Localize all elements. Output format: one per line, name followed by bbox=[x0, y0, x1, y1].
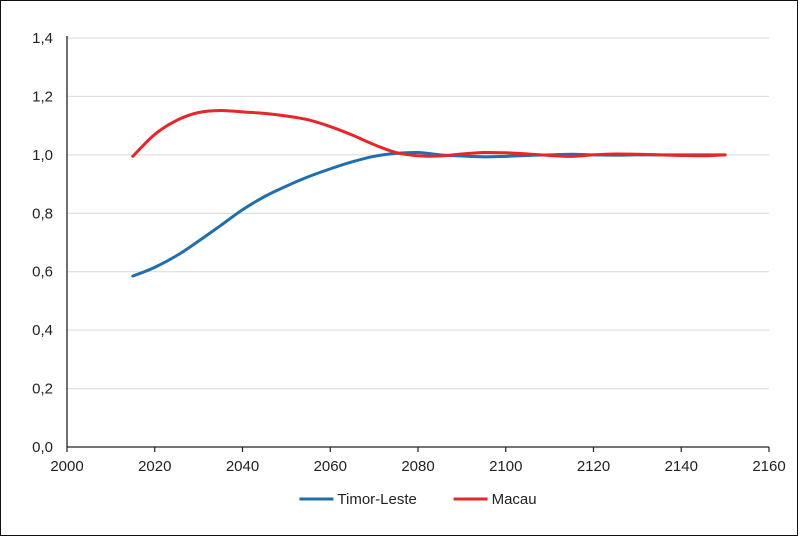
y-tick-label: 0,6 bbox=[32, 264, 53, 281]
legend-label: Macau bbox=[492, 491, 537, 508]
y-tick-label: 1,2 bbox=[32, 88, 53, 105]
x-tick-label: 2140 bbox=[665, 458, 698, 475]
y-tick-labels: 0,0 0,2 0,4 0,6 0,8 1,0 1,2 1,4 bbox=[32, 30, 53, 456]
y-tick-label: 1,4 bbox=[32, 30, 53, 47]
series-line-timor-leste bbox=[131, 150, 727, 278]
legend-item-timor-leste: Timor-Leste bbox=[299, 491, 417, 508]
legend: Timor-Leste Macau bbox=[299, 491, 537, 508]
x-tick-label: 2060 bbox=[314, 458, 347, 475]
y-tick-label: 0,8 bbox=[32, 205, 53, 222]
legend-item-macau: Macau bbox=[453, 491, 537, 508]
legend-label: Timor-Leste bbox=[337, 491, 416, 508]
x-tick-label: 2080 bbox=[401, 458, 434, 475]
y-tick-label: 0,0 bbox=[32, 439, 53, 456]
x-tick-label: 2120 bbox=[577, 458, 610, 475]
x-tick-label: 2000 bbox=[50, 458, 83, 475]
series-line-macau bbox=[131, 108, 727, 158]
gridlines bbox=[67, 37, 769, 390]
series-lines bbox=[131, 108, 727, 278]
axes bbox=[66, 36, 770, 452]
y-tick-label: 0,2 bbox=[32, 381, 53, 398]
x-tick-label: 2020 bbox=[138, 458, 171, 475]
x-tick-label: 2100 bbox=[489, 458, 522, 475]
y-tick-label: 0,4 bbox=[32, 322, 53, 339]
x-tick-label: 2040 bbox=[226, 458, 259, 475]
x-tick-labels: 2000 2020 2040 2060 2080 2100 2120 2140 2160 bbox=[50, 458, 785, 475]
y-tick-label: 1,0 bbox=[32, 147, 53, 164]
x-tick-label: 2160 bbox=[752, 458, 785, 475]
